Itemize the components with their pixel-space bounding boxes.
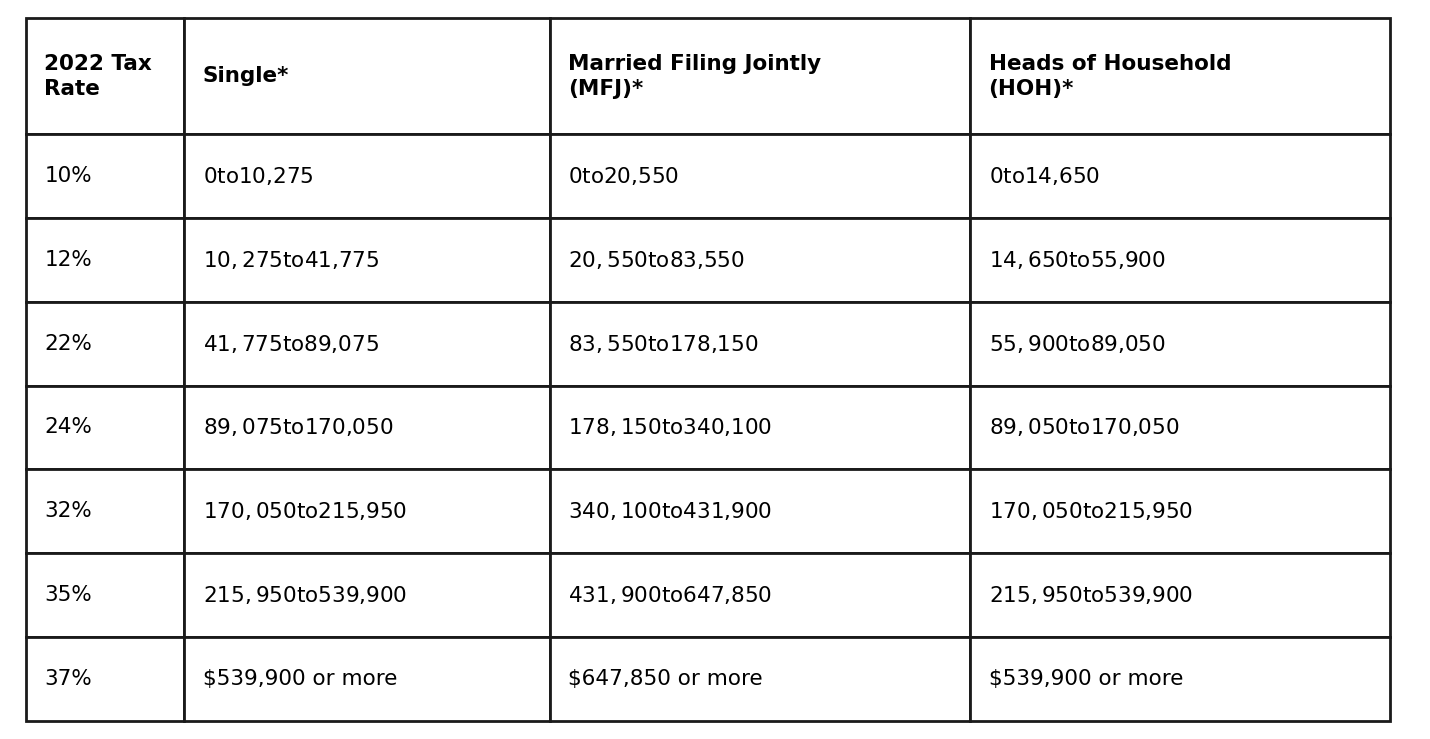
Bar	[970, 637, 1390, 721]
Bar	[26, 637, 184, 721]
Bar	[549, 18, 970, 134]
Text: $178,150 to $340,100: $178,150 to $340,100	[568, 416, 772, 438]
Bar	[184, 469, 549, 553]
Text: $539,900 or more: $539,900 or more	[988, 669, 1183, 689]
Text: 2022 Tax
Rate: 2022 Tax Rate	[44, 54, 152, 99]
Text: $539,900 or more: $539,900 or more	[203, 669, 398, 689]
Bar	[549, 302, 970, 386]
Text: 22%: 22%	[44, 334, 92, 354]
Bar	[26, 18, 184, 134]
Bar	[26, 469, 184, 553]
Text: $89,050 to $170,050: $89,050 to $170,050	[988, 416, 1180, 438]
Text: $20,550 to $83,550: $20,550 to $83,550	[568, 249, 745, 271]
Text: 24%: 24%	[44, 418, 92, 437]
Bar	[184, 218, 549, 302]
Text: $215,950 to $539,900: $215,950 to $539,900	[203, 584, 408, 606]
Text: $41,775 to $89,075: $41,775 to $89,075	[203, 333, 379, 355]
Text: $340,100 to $431,900: $340,100 to $431,900	[568, 500, 772, 522]
Text: 35%: 35%	[44, 585, 92, 605]
Text: $0 to $20,550: $0 to $20,550	[568, 166, 679, 187]
Bar	[184, 302, 549, 386]
Bar	[184, 637, 549, 721]
Text: 12%: 12%	[44, 250, 92, 270]
Text: $89,075 to $170,050: $89,075 to $170,050	[203, 416, 393, 438]
Bar	[26, 218, 184, 302]
Text: Single*: Single*	[203, 67, 289, 86]
Bar	[184, 18, 549, 134]
Bar	[184, 386, 549, 469]
Bar	[970, 302, 1390, 386]
Text: $215,950 to $539,900: $215,950 to $539,900	[988, 584, 1193, 606]
Text: $14,650 to $55,900: $14,650 to $55,900	[988, 249, 1165, 271]
Bar	[549, 218, 970, 302]
Bar	[970, 553, 1390, 637]
Bar	[970, 18, 1390, 134]
Bar	[549, 386, 970, 469]
Bar	[26, 302, 184, 386]
Bar	[184, 134, 549, 218]
Text: $170,050 to $215,950: $170,050 to $215,950	[988, 500, 1193, 522]
Text: $170,050 to $215,950: $170,050 to $215,950	[203, 500, 408, 522]
Text: 32%: 32%	[44, 501, 92, 521]
Bar	[26, 134, 184, 218]
Text: $0 to $14,650: $0 to $14,650	[988, 166, 1100, 187]
Text: Heads of Household
(HOH)*: Heads of Household (HOH)*	[988, 54, 1231, 99]
Text: $431,900 to $647,850: $431,900 to $647,850	[568, 584, 772, 606]
Text: Married Filing Jointly
(MFJ)*: Married Filing Jointly (MFJ)*	[568, 54, 821, 99]
Bar	[970, 218, 1390, 302]
Bar	[970, 469, 1390, 553]
Bar	[184, 553, 549, 637]
Bar	[549, 134, 970, 218]
Text: $0 to $10,275: $0 to $10,275	[203, 166, 313, 187]
Text: $55,900 to $89,050: $55,900 to $89,050	[988, 333, 1165, 355]
Bar	[970, 134, 1390, 218]
Bar	[549, 469, 970, 553]
Bar	[549, 553, 970, 637]
Text: $647,850 or more: $647,850 or more	[568, 669, 762, 689]
Text: $10,275 to $41,775: $10,275 to $41,775	[203, 249, 379, 271]
Bar	[26, 553, 184, 637]
Bar	[549, 637, 970, 721]
Bar	[26, 386, 184, 469]
Text: 37%: 37%	[44, 669, 92, 689]
Text: $83,550 to $178,150: $83,550 to $178,150	[568, 333, 759, 355]
Text: 10%: 10%	[44, 166, 92, 186]
Bar	[970, 386, 1390, 469]
